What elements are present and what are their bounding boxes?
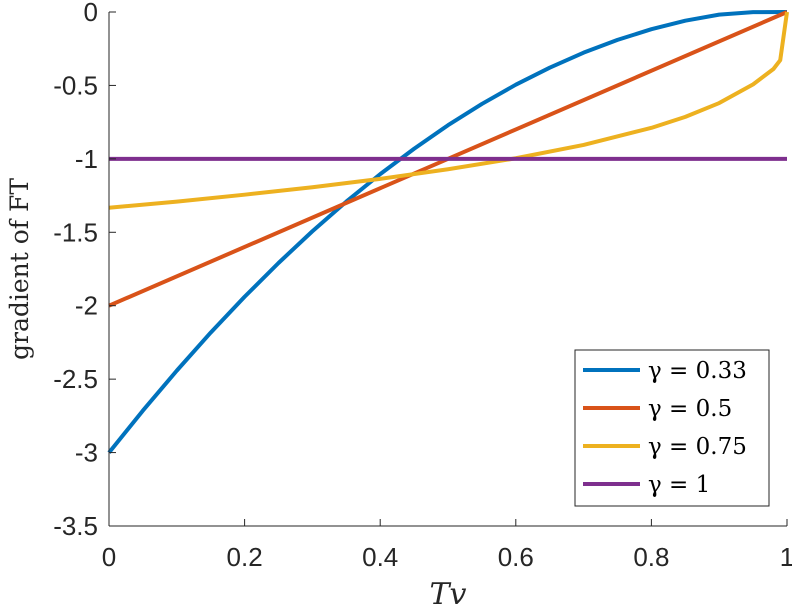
y-tick-label: -1 xyxy=(75,144,98,174)
ticks-layer: 0 0.2 0.4 0.6 0.8 1 0 -0.5 -1 -1.5 -2 -2.5 -3 -3.5 xyxy=(53,0,792,572)
y-tick-label: -2.5 xyxy=(53,364,98,394)
series-line-1 xyxy=(107,10,788,454)
x-tick-label: 0.8 xyxy=(633,542,669,572)
legend-label-2: γ = 0.5 xyxy=(648,396,732,422)
y-tick-label: -2 xyxy=(75,291,98,321)
series-layer xyxy=(107,10,789,454)
legend-label-4: γ = 1 xyxy=(648,472,710,498)
axes-layer xyxy=(108,12,787,527)
x-tick-label: 0 xyxy=(102,542,116,572)
x-tick-label: 0.6 xyxy=(498,542,534,572)
y-axis-title: gradient of FT xyxy=(5,178,34,360)
y-tick-label: -3.5 xyxy=(53,511,98,541)
y-tick-label: -1.5 xyxy=(53,217,98,247)
y-tick-label: -3 xyxy=(75,438,98,468)
legend-label-1: γ = 0.33 xyxy=(648,358,747,384)
legend: γ = 0.33 γ = 0.5 γ = 0.75 γ = 1 xyxy=(574,349,770,507)
series-line-3 xyxy=(108,11,789,210)
x-tick-label: 0.2 xyxy=(227,542,263,572)
legend-box xyxy=(574,349,770,507)
legend-label-3: γ = 0.75 xyxy=(648,434,747,460)
x-tick-label: 0.4 xyxy=(362,542,398,572)
y-tick-label: 0 xyxy=(84,0,98,27)
x-tick-label: 1 xyxy=(780,542,792,572)
x-axis-title: Tv xyxy=(430,577,467,610)
y-tick-label: -0.5 xyxy=(53,70,98,100)
